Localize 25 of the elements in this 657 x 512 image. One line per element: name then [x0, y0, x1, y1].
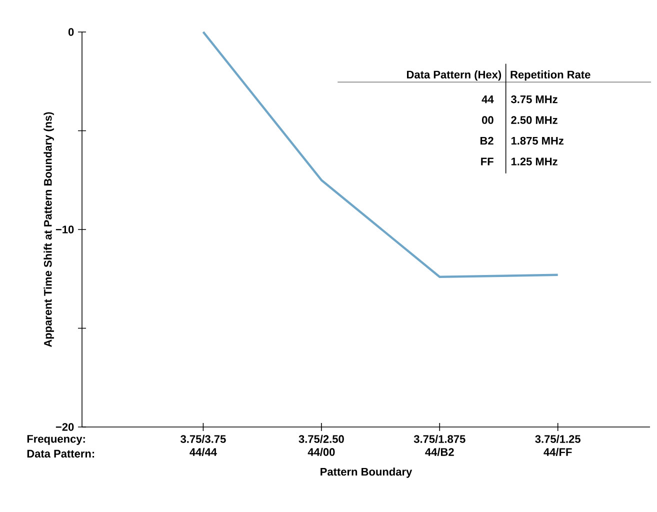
text: Frequency: — [27, 435, 85, 445]
x-tick-label: 3.75/1.25 — [535, 434, 580, 444]
y-tick-label: −20 — [56, 423, 74, 431]
x-axis-title: Pattern Boundary — [320, 468, 412, 478]
annotation: 1.25 MHz — [511, 158, 558, 166]
text: 44/00 — [308, 448, 335, 456]
y-axis-title: Apparent Time Shift at Pattern Boundary (ns) — [44, 112, 54, 348]
annotation: 1.875 MHz — [511, 136, 564, 145]
text: 44/FF — [544, 448, 572, 456]
text: 44/44 — [190, 448, 217, 456]
x-tick-label: 3.75/3.75 — [180, 434, 226, 444]
annotation: Data Pattern (Hex) — [407, 70, 502, 81]
annotation: 00 — [482, 116, 494, 124]
text: Data Pattern: — [27, 450, 94, 458]
x-tick-label: 3.75/1.875 — [414, 434, 466, 444]
annotation: B2 — [480, 136, 494, 145]
annotation: 44 — [482, 96, 494, 104]
y-tick-label: 0 — [68, 28, 74, 36]
y-tick-label: −10 — [56, 226, 74, 234]
x-tick-label: 3.75/2.50 — [298, 434, 344, 444]
annotation: 2.50 MHz — [511, 116, 558, 124]
annotation: Repetition Rate — [510, 70, 590, 81]
text: 44/B2 — [425, 448, 454, 456]
annotation: 3.75 MHz — [511, 95, 558, 104]
annotation: FF — [481, 158, 494, 166]
